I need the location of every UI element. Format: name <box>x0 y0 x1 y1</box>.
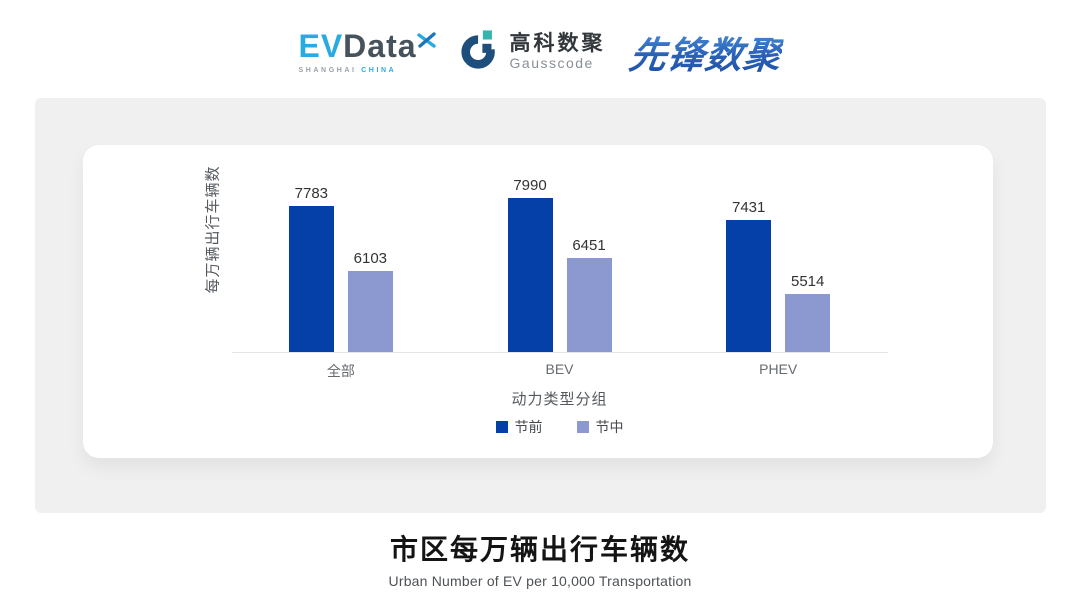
evdata-logo: EVData SHANGHAI CHINA <box>298 28 436 74</box>
x-axis-title: 动力类型分组 <box>511 391 608 408</box>
gausscode-g-icon <box>459 29 501 76</box>
y-axis-label: 每万辆出行车辆数 <box>204 165 221 294</box>
evdata-data-text: Data <box>343 28 417 64</box>
logo-bar: EVData SHANGHAI CHINA 高科数聚 Gausscode <box>0 0 1080 98</box>
evdata-shanghai-text: SHANGHAI <box>298 67 357 74</box>
bar-group: 7783 6103 <box>232 145 451 352</box>
bar: 7783 <box>288 185 334 352</box>
category-label: 全部 <box>326 363 355 379</box>
gausscode-cn-text: 高科数聚 <box>509 32 606 56</box>
bar-value-label: 6451 <box>572 236 606 254</box>
category-label: PHEV <box>759 361 798 377</box>
gausscode-text: 高科数聚 Gausscode <box>510 32 606 72</box>
bar-rect <box>507 198 553 352</box>
bar-rect <box>726 219 772 352</box>
bar-rect <box>566 257 612 352</box>
evdata-china-text: CHINA <box>361 67 397 74</box>
bar-value-label: 7783 <box>294 185 329 203</box>
bar-group: 7431 5514 <box>669 145 888 352</box>
gausscode-en-text: Gausscode <box>509 55 594 72</box>
legend-item: 节前 <box>495 417 543 437</box>
legend-label: 节前 <box>514 419 543 435</box>
evdata-ev-text: EV <box>298 28 344 64</box>
legend: 节前 节中 <box>232 417 888 437</box>
bar-value-label: 5514 <box>790 272 825 290</box>
bar: 6451 <box>566 236 612 352</box>
bar-group: 7990 6451 <box>450 145 669 352</box>
gausscode-logo: 高科数聚 Gausscode <box>459 29 606 76</box>
bar: 6103 <box>347 250 393 352</box>
evdata-spark-icon <box>416 22 437 54</box>
pioneer-logo: 先锋数聚 <box>626 25 786 79</box>
chart-card: 每万辆出行车辆数 7783 6103 7990 6451 7431 5514 全部 BEV P… <box>82 145 993 458</box>
bar-value-label: 7990 <box>513 177 547 195</box>
category-axis: 全部 BEV PHEV <box>232 361 888 381</box>
footer: 市区每万辆出行车辆数 Urban Number of EV per 10,000… <box>0 534 1080 589</box>
legend-label: 节中 <box>595 419 624 435</box>
chart-panel: 每万辆出行车辆数 7783 6103 7990 6451 7431 5514 全部 BEV P… <box>34 98 1046 513</box>
evdata-wordmark: EVData <box>298 28 436 64</box>
category-label: BEV <box>545 361 574 377</box>
bar-rect <box>785 293 831 352</box>
bar: 5514 <box>785 272 831 352</box>
bar-value-label: 7431 <box>731 198 766 216</box>
bar-rect <box>288 206 334 352</box>
legend-item: 节中 <box>576 417 624 437</box>
evdata-subtext: SHANGHAI CHINA <box>298 67 396 74</box>
legend-swatch <box>495 421 508 433</box>
bar: 7990 <box>507 177 553 352</box>
page-subtitle: Urban Number of EV per 10,000 Transporta… <box>388 573 692 590</box>
bar-rect <box>347 271 393 352</box>
bar: 7431 <box>726 198 772 352</box>
legend-swatch <box>576 421 589 433</box>
bar-value-label: 6103 <box>353 250 388 267</box>
page-title: 市区每万辆出行车辆数 <box>389 534 690 565</box>
bar-plot: 7783 6103 7990 6451 7431 5514 <box>231 145 888 353</box>
